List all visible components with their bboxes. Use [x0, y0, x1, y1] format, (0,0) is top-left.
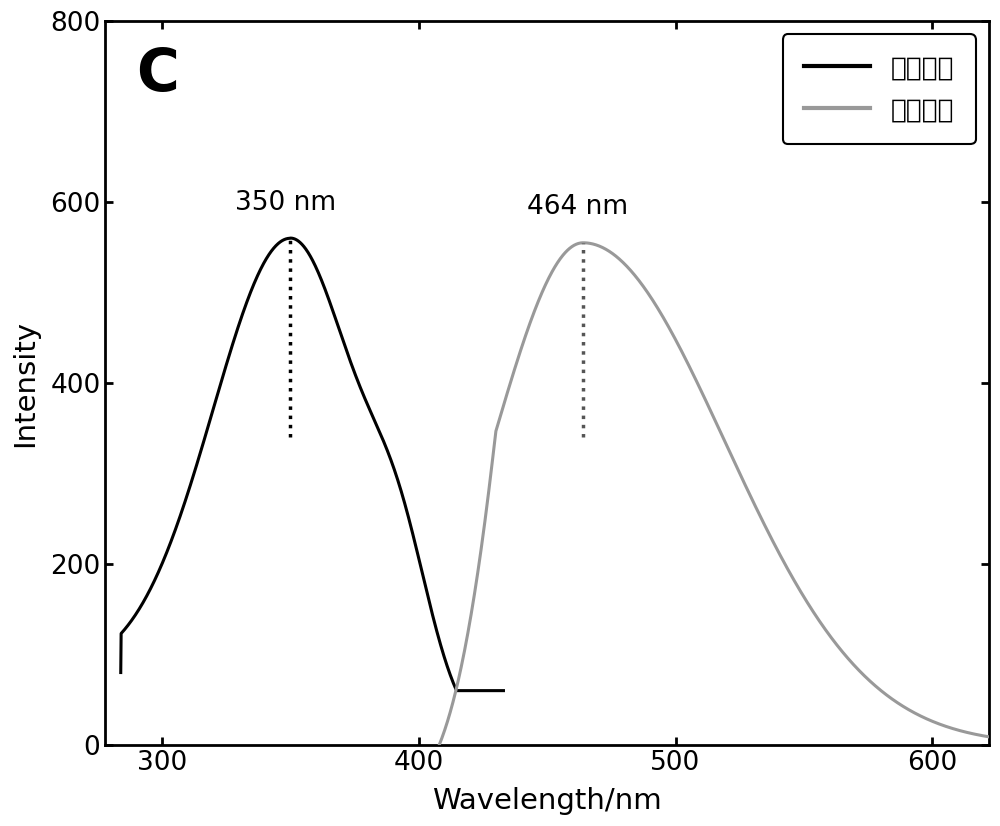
Text: 350 nm: 350 nm [235, 190, 336, 216]
Text: C: C [136, 46, 179, 103]
Y-axis label: Intensity: Intensity [11, 320, 39, 447]
X-axis label: Wavelength/nm: Wavelength/nm [432, 787, 662, 815]
Legend: 激发光谱, 发射光谱: 激发光谱, 发射光谱 [783, 35, 976, 145]
Text: 464 nm: 464 nm [527, 194, 628, 221]
